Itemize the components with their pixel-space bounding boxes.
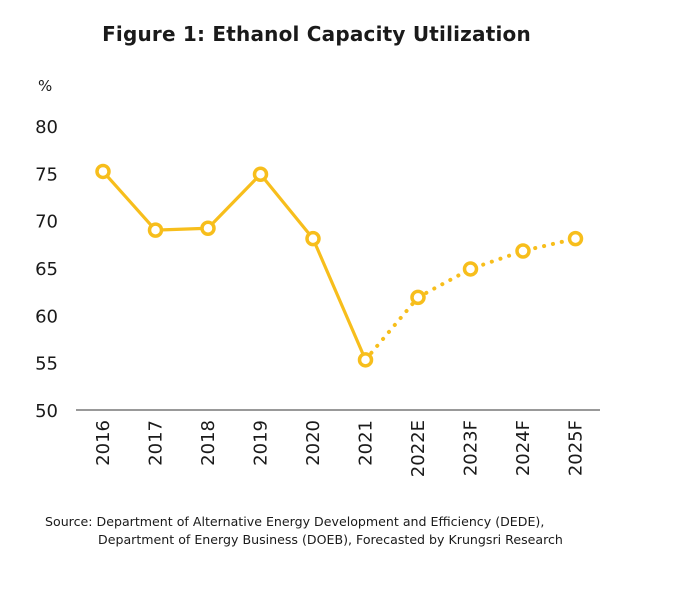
chart-title: Figure 1: Ethanol Capacity Utilization (102, 22, 531, 46)
data-point-2024F (515, 243, 531, 259)
y-tick-label-60: 60 (35, 306, 58, 327)
x-tick-label-2019: 2019 (251, 420, 272, 466)
x-tick-label-2025F: 2025F (566, 420, 587, 476)
y-tick-label-75: 75 (35, 164, 58, 185)
x-tick-label-2017: 2017 (146, 420, 167, 466)
data-point-2021 (357, 352, 374, 368)
data-point-2020 (305, 230, 321, 247)
x-tick-label-2021: 2021 (356, 420, 377, 466)
source-note-line-2: Department of Energy Business (DOEB), Fo… (98, 532, 563, 547)
data-point-2023F (462, 261, 479, 277)
y-tick-label-50: 50 (35, 401, 58, 422)
y-tick-label-65: 65 (35, 259, 58, 280)
x-tick-label-2018: 2018 (198, 420, 219, 466)
series-capacity-utilization (95, 163, 584, 368)
x-tick-label-2016: 2016 (93, 420, 114, 466)
x-tick-label-2024F: 2024F (513, 420, 534, 476)
data-point-2016 (95, 163, 111, 180)
x-tick-label-2022E: 2022E (408, 420, 429, 477)
y-tick-label-80: 80 (35, 117, 58, 138)
source-note-line-1: Source: Department of Alternative Energy… (45, 514, 545, 529)
data-point-2019 (252, 166, 269, 183)
y-axis-ticks: 50 55 60 65 70 75 80 (35, 117, 58, 422)
x-axis-ticks: 2016 2017 2018 2019 2020 2021 2022E 2023F 2024F 2… (93, 420, 587, 477)
x-tick-label-2020: 2020 (303, 420, 324, 466)
data-point-2018 (200, 220, 216, 236)
y-tick-label-70: 70 (35, 212, 58, 233)
actual-line (101, 170, 367, 361)
data-point-2022E (410, 289, 426, 306)
data-point-2017 (147, 222, 164, 238)
data-point-2025F (567, 230, 584, 247)
y-axis-unit-label: % (38, 77, 52, 95)
y-tick-label-55: 55 (35, 354, 58, 375)
x-tick-label-2023F: 2023F (461, 420, 482, 476)
forecast-line (363, 236, 578, 362)
